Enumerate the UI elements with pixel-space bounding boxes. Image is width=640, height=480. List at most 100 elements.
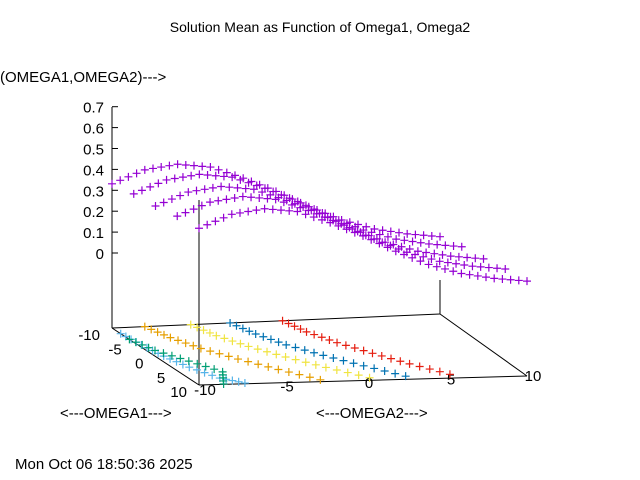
contour-point: [166, 333, 175, 342]
contour-point: [359, 361, 368, 370]
omega1-axis-label: <---OMEGA1--->: [60, 405, 172, 422]
surface-point: [192, 186, 201, 195]
surface-point: [326, 218, 335, 227]
surface-point: [241, 184, 250, 193]
z-tick-label: 0.5: [83, 142, 104, 159]
contour-point: [244, 342, 253, 351]
surface-point: [523, 277, 531, 286]
surface-point: [375, 230, 384, 239]
timestamp: Mon Oct 06 18:50:36 2025: [15, 456, 193, 473]
contour-point: [317, 333, 326, 342]
surface-point: [247, 193, 256, 202]
contour-point: [159, 349, 168, 358]
surface-point: [129, 189, 138, 198]
contour-point: [296, 325, 305, 334]
contour-point: [144, 343, 153, 352]
contour-point: [205, 328, 214, 337]
contour-point: [228, 337, 237, 346]
contour-point: [401, 372, 410, 381]
omega2-tick-label: 0: [365, 375, 373, 392]
surface-point: [181, 208, 190, 217]
contour-point: [245, 327, 254, 336]
surface-point: [350, 228, 359, 237]
surface-point: [190, 161, 198, 170]
contour-point: [290, 322, 299, 331]
surface-point: [200, 185, 209, 194]
surface-point: [430, 249, 439, 258]
surface-point: [258, 188, 267, 197]
surface-point: [170, 174, 179, 183]
axis-edge-right: [439, 313, 528, 377]
contour-point: [343, 368, 352, 377]
surface-point: [465, 270, 474, 279]
surface-point: [383, 232, 392, 241]
surface-point: [403, 229, 412, 238]
contour-point: [311, 360, 320, 369]
surface-point: [211, 217, 220, 226]
contour-point: [153, 328, 162, 337]
surface-point: [157, 163, 166, 172]
contour-point: [387, 354, 396, 363]
surface-point: [233, 183, 242, 192]
contour-point: [215, 349, 224, 358]
surface-point: [214, 196, 223, 205]
contour-point: [415, 362, 424, 371]
surface-point: [391, 247, 400, 256]
contour-point: [305, 373, 314, 382]
contour-point: [181, 339, 190, 348]
surface-point: [484, 263, 493, 272]
surface-point: [252, 206, 261, 215]
surface-point: [433, 240, 442, 249]
contour-point: [332, 366, 341, 375]
omega2-axis-ticks: -10 -5 0 5 10: [194, 368, 541, 399]
surface-point: [359, 231, 367, 240]
contour-point: [354, 371, 363, 380]
surface-point: [178, 173, 187, 182]
contour-point: [281, 353, 290, 362]
surface-point: [416, 257, 425, 266]
surface-point: [236, 175, 245, 184]
contour-point: [234, 355, 242, 364]
surface-point: [435, 257, 444, 266]
contour-point: [266, 335, 275, 344]
omega1-tick-label: 5: [157, 370, 165, 387]
surface-point: [383, 243, 392, 252]
surface-point: [189, 205, 198, 214]
contour-point: [219, 379, 228, 388]
surface-point: [228, 173, 237, 182]
surface-point: [427, 231, 436, 240]
contour-point: [377, 351, 386, 360]
surface-point: [124, 172, 133, 181]
contour-point: [425, 365, 434, 374]
contour-point: [301, 358, 310, 367]
surface-point: [334, 221, 343, 230]
surface-point: [162, 175, 171, 184]
contour-point: [370, 364, 379, 373]
surface-point: [457, 242, 466, 251]
surface-point: [197, 201, 206, 210]
z-tick-label: 0.6: [83, 121, 104, 138]
omega2-tick-label: 10: [525, 368, 542, 385]
surface-point: [408, 253, 417, 262]
contour-point: [263, 347, 272, 356]
surface-point: [460, 260, 469, 269]
surface-point: [285, 206, 294, 215]
contour-point: [220, 334, 229, 343]
surface-point: [255, 193, 264, 202]
contour-point: [300, 346, 309, 355]
contour-point: [310, 330, 319, 339]
z-tick-label: 0: [96, 246, 104, 263]
z-axis-ticks: 0 0.1 0.2 0.3 0.4 0.5 0.6 0.7: [83, 100, 118, 263]
contour-point: [259, 332, 268, 341]
surface-point: [454, 252, 463, 261]
contour-point: [251, 330, 260, 339]
contour-point: [147, 325, 156, 334]
surface-point: [108, 179, 116, 188]
contour-point: [284, 368, 293, 377]
surface-point: [419, 231, 428, 240]
surface-point: [427, 255, 436, 264]
surface-point: [263, 194, 272, 203]
contour-point: [310, 348, 319, 357]
contour-point: [116, 329, 125, 338]
omega2-tick-label: -10: [194, 382, 216, 399]
